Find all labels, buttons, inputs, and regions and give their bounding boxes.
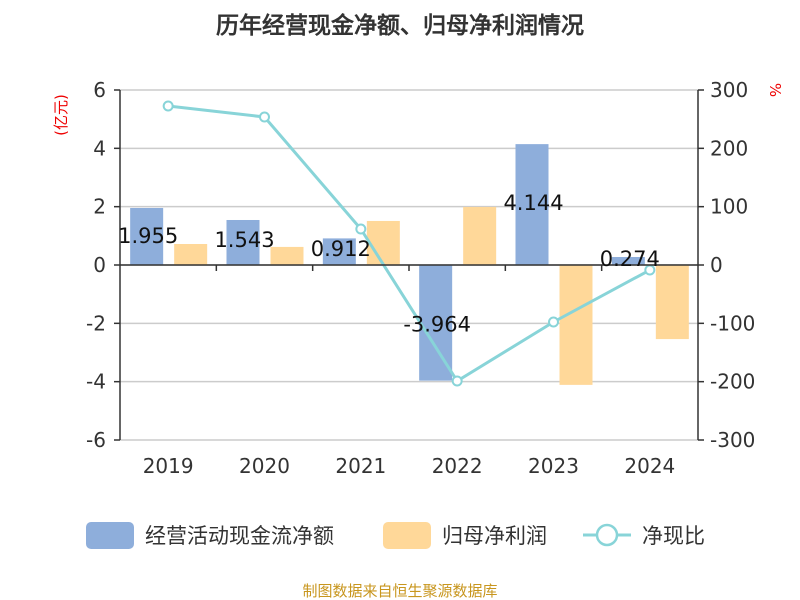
- line-cash-ratio: [167, 104, 651, 384]
- legend-swatch-operating-cash-flow: [86, 522, 134, 549]
- bar-operating-cash-flow: [322, 238, 356, 265]
- y-tick-label: -4: [86, 370, 106, 394]
- y2-tick-label: 0: [710, 253, 723, 277]
- data-label: 0.912: [311, 237, 371, 261]
- y2-tick-label: 100: [710, 195, 748, 219]
- line-point: [355, 223, 367, 235]
- data-label: 4.144: [503, 191, 563, 215]
- x-tick-label: 2019: [143, 454, 194, 478]
- y2-tick-label: 200: [710, 136, 748, 160]
- y-tick-label: 0: [93, 253, 106, 277]
- y-tick-label: 4: [93, 136, 106, 160]
- y-tick-label: -2: [86, 311, 106, 335]
- y2-tick-label: -200: [710, 370, 755, 394]
- x-tick-label: 2021: [335, 454, 386, 478]
- bar-net-profit: [174, 244, 208, 265]
- legend-label: 经营活动现金流净额: [145, 524, 334, 548]
- x-tick-label: 2024: [624, 454, 675, 478]
- source-note: 制图数据来自恒生聚源数据库: [302, 582, 497, 600]
- y-tick-label: 6: [93, 78, 106, 102]
- chart-title: 历年经营现金净额、归母净利润情况: [216, 12, 584, 39]
- bar-operating-cash-flow: [515, 144, 549, 265]
- bar-operating-cash-flow: [611, 257, 645, 265]
- y-axis-label: (亿元): [52, 94, 70, 136]
- bar-operating-cash-flow: [419, 265, 453, 381]
- legend-label: 净现比: [642, 524, 705, 548]
- bar-net-profit: [270, 246, 304, 265]
- legend-label: 归母净利润: [442, 524, 547, 548]
- data-label: -3.964: [403, 312, 471, 336]
- x-tick-label: 2022: [432, 454, 483, 478]
- bar-net-profit: [366, 220, 400, 265]
- bar-net-profit: [463, 206, 497, 265]
- legend-marker-icon: [595, 523, 619, 547]
- x-tick-label: 2020: [239, 454, 290, 478]
- line-point: [548, 316, 559, 328]
- x-tick-label: 2023: [528, 454, 579, 478]
- bar-net-profit: [655, 265, 689, 340]
- line-point: [259, 111, 270, 123]
- data-label: 0.274: [600, 247, 660, 271]
- y-tick-label: 2: [93, 195, 106, 219]
- bar-operating-cash-flow: [226, 219, 260, 265]
- legend: 经营活动现金流净额 归母净利润 净现比: [86, 522, 705, 549]
- bar-net-profit: [559, 265, 593, 385]
- data-label: 1.955: [118, 224, 178, 248]
- legend-swatch-net-profit: [383, 522, 431, 549]
- y2-tick-label: -100: [710, 311, 755, 335]
- data-label: 1.543: [214, 228, 274, 252]
- line-point: [162, 100, 174, 112]
- line-point: [451, 375, 463, 387]
- y-tick-label: -6: [86, 428, 106, 452]
- y2-axis-label: %: [766, 83, 784, 97]
- bar-operating-cash-flow: [130, 207, 164, 265]
- y2-tick-label: 300: [710, 78, 748, 102]
- y2-tick-label: -300: [710, 428, 755, 452]
